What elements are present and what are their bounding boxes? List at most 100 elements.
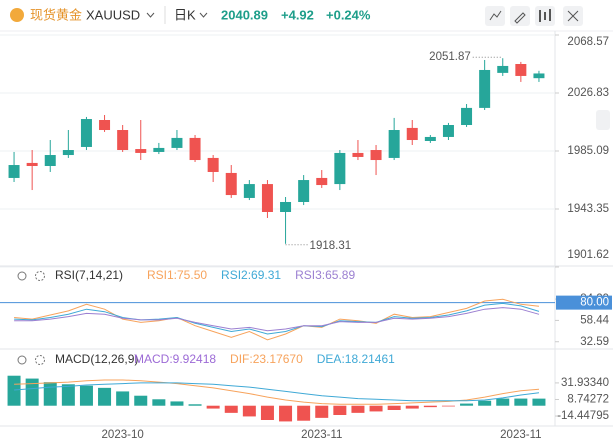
histogram-bar	[297, 405, 311, 421]
legend-entry: RSI3:65.89	[295, 268, 355, 282]
side-handle[interactable]	[596, 110, 610, 130]
settings-icon[interactable]	[35, 271, 45, 281]
candle-body	[207, 157, 219, 172]
symbol-name[interactable]: 现货黄金	[30, 7, 82, 22]
y-tick-label: 1985.09	[567, 145, 609, 157]
histogram-bar	[279, 405, 293, 422]
high-annotation: 2051.87	[429, 51, 471, 63]
candle-body	[261, 184, 273, 212]
candle-body	[280, 201, 292, 212]
indicator-title: RSI(7,14,21)	[55, 268, 123, 282]
last-price: 2040.89	[221, 7, 268, 22]
indicator-icon	[489, 10, 502, 21]
period[interactable]: 日K	[174, 7, 196, 22]
candle-body	[99, 120, 111, 131]
price-change: +4.92	[281, 7, 314, 22]
candle-body	[424, 136, 436, 141]
expand-icon	[567, 10, 579, 22]
x-tick-label: 2023-10	[102, 429, 144, 441]
marks: 1901.62 1943.35 1985.09 2026.83 2068.57 2023-…	[0, 34, 612, 441]
legend-entry: RSI1:75.50	[147, 268, 207, 282]
candle-body	[153, 147, 165, 152]
settings-icon[interactable]	[35, 355, 45, 365]
candle-body	[189, 137, 201, 161]
dropdown-icon[interactable]	[199, 12, 208, 18]
histogram-bar	[43, 382, 57, 406]
histogram-bar	[25, 378, 39, 406]
candle-body	[442, 125, 454, 137]
candle-body	[334, 152, 346, 185]
candle-body	[316, 177, 328, 186]
indicator-line	[14, 382, 540, 402]
candle-body	[370, 150, 382, 161]
reference-label-bg	[556, 295, 612, 310]
candle-body	[117, 130, 129, 151]
histogram-bar	[532, 398, 546, 406]
candle-body	[515, 64, 527, 76]
histogram-bar	[206, 405, 220, 409]
histogram-bar	[478, 400, 492, 406]
y-tick-label: 31.93340	[561, 377, 609, 389]
histogram-bar	[242, 405, 256, 417]
button[interactable]	[485, 6, 505, 26]
histogram-bar	[79, 385, 93, 406]
candle-body	[135, 149, 147, 153]
y-tick-label: 58.44	[580, 314, 609, 326]
candle-body	[533, 73, 545, 79]
histogram-bar	[496, 398, 510, 406]
histogram-bar	[369, 405, 383, 412]
histogram-bar	[405, 405, 419, 409]
histogram-bar	[188, 404, 202, 406]
candle-body	[388, 130, 400, 158]
toolbar-buttons	[485, 6, 583, 26]
histogram-bar	[423, 405, 437, 408]
histogram-bar	[514, 398, 528, 406]
histogram-bar	[170, 401, 184, 406]
candle-body	[62, 150, 74, 156]
legend-entry: DIF:23.17670	[230, 352, 303, 366]
histogram-bar	[7, 375, 21, 406]
candle-icon	[539, 9, 551, 22]
reference-label: 80.00	[580, 297, 609, 309]
candle-body	[352, 152, 364, 157]
candle-body	[406, 127, 418, 141]
price-change-percent: +0.24%	[326, 7, 371, 22]
histogram-bar	[260, 405, 274, 420]
x-tick-label: 2023-11	[301, 429, 342, 441]
candle-body	[461, 107, 473, 126]
histogram-bar	[351, 405, 365, 413]
y-tick-label: -14.44795	[557, 410, 609, 422]
dropdown-icon[interactable]	[146, 12, 155, 18]
histogram-bar	[441, 405, 455, 407]
y-tick-label: 2026.83	[567, 87, 609, 99]
candle-body	[80, 119, 92, 147]
histogram-bar	[134, 395, 148, 406]
histogram-bar	[98, 387, 112, 406]
x-tick-label: 2023-11	[500, 429, 541, 441]
candle-body	[225, 172, 237, 196]
visibility-icon[interactable]	[17, 271, 27, 281]
histogram-bar	[460, 403, 474, 406]
candle-body	[8, 165, 20, 178]
legend-entry: RSI2:69.31	[221, 268, 281, 282]
legend-entry: DEA:18.21461	[317, 352, 395, 366]
indicator-line	[14, 302, 540, 335]
candle-body	[26, 162, 38, 167]
y-tick-label: 1901.62	[567, 249, 609, 261]
candle-body	[298, 180, 310, 202]
candle-body	[479, 69, 491, 108]
y-tick-label: 1943.35	[567, 203, 609, 215]
visibility-icon[interactable]	[17, 355, 27, 365]
histogram-bar	[315, 405, 329, 418]
y-tick-label: 2068.57	[567, 36, 609, 48]
histogram-bar	[61, 384, 75, 406]
indicator-line	[14, 298, 540, 341]
histogram-bar	[116, 391, 130, 406]
low-annotation: 1918.31	[310, 240, 352, 252]
candle-body	[243, 184, 255, 198]
symbol-icon	[10, 8, 24, 22]
y-tick-label: 8.74272	[567, 394, 609, 406]
symbol-code[interactable]: XAUUSD	[86, 7, 140, 22]
